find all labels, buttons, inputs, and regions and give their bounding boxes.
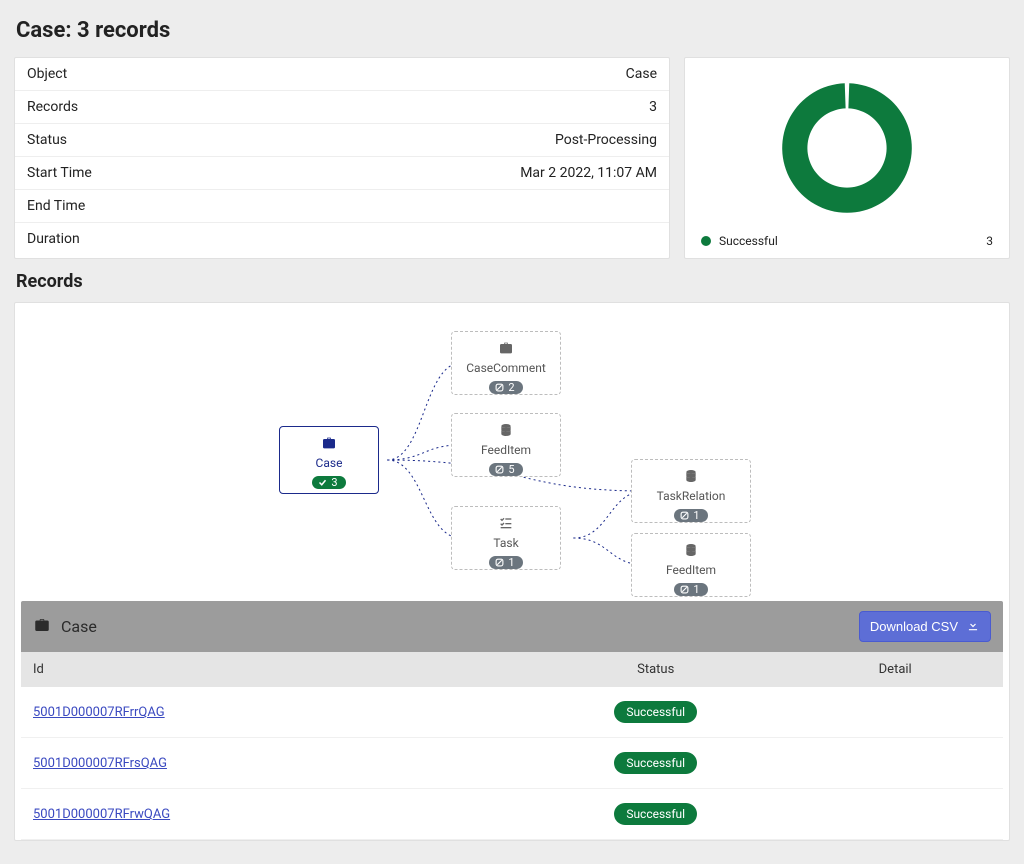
node-label: TaskRelation bbox=[657, 489, 726, 503]
info-value: Mar 2 2022, 11:07 AM bbox=[520, 165, 657, 181]
legend-label: Successful bbox=[719, 234, 778, 248]
table-row: 5001D000007RFrrQAG Successful bbox=[21, 687, 1003, 738]
node-label: Task bbox=[493, 536, 518, 550]
status-badge: Successful bbox=[614, 701, 697, 723]
graph-node-case[interactable]: Case 3 bbox=[279, 426, 379, 494]
info-label: Object bbox=[27, 66, 67, 82]
record-id-link[interactable]: 5001D000007RFrwQAG bbox=[33, 807, 170, 822]
table-header-bar: Case Download CSV bbox=[21, 601, 1003, 652]
info-value: 3 bbox=[649, 99, 657, 115]
chart-legend: Successful 3 bbox=[699, 228, 995, 250]
db-icon bbox=[683, 542, 699, 561]
download-csv-button[interactable]: Download CSV bbox=[859, 611, 991, 642]
records-section-title: Records bbox=[16, 271, 1010, 292]
status-badge: Successful bbox=[614, 803, 697, 825]
info-row: Status Post-Processing bbox=[15, 124, 669, 157]
node-badge: 3 bbox=[312, 476, 345, 489]
node-badge: 1 bbox=[674, 583, 707, 596]
graph-node-task[interactable]: Task 1 bbox=[451, 506, 561, 570]
table-title: Case bbox=[61, 617, 97, 636]
node-badge: 5 bbox=[489, 463, 522, 476]
db-icon bbox=[683, 468, 699, 487]
info-label: Start Time bbox=[27, 165, 92, 181]
info-label: End Time bbox=[27, 198, 85, 214]
graph-node-casecomment[interactable]: CaseComment 2 bbox=[451, 331, 561, 395]
tasklist-icon bbox=[498, 515, 514, 534]
node-label: Case bbox=[316, 456, 343, 470]
page-title: Case: 3 records bbox=[16, 18, 1010, 43]
node-label: CaseComment bbox=[466, 361, 546, 375]
record-id-link[interactable]: 5001D000007RFrsQAG bbox=[33, 756, 167, 771]
info-label: Records bbox=[27, 99, 78, 115]
graph-node-taskrelation[interactable]: TaskRelation 1 bbox=[631, 459, 751, 523]
table-row: 5001D000007RFrsQAG Successful bbox=[21, 738, 1003, 789]
legend-value: 3 bbox=[986, 234, 993, 248]
node-badge: 2 bbox=[489, 381, 522, 394]
summary-row: ObjectCaseRecords3StatusPost-ProcessingS… bbox=[14, 57, 1010, 259]
table-row: 5001D000007RFrwQAG Successful bbox=[21, 789, 1003, 840]
status-badge: Successful bbox=[614, 752, 697, 774]
briefcase-icon bbox=[498, 340, 514, 359]
node-label: FeedItem bbox=[666, 563, 716, 577]
info-row: Start Time Mar 2 2022, 11:07 AM bbox=[15, 157, 669, 190]
records-card: Case3CaseComment2FeedItem5Task1TaskRelat… bbox=[14, 302, 1010, 841]
download-icon bbox=[966, 618, 980, 635]
info-row: Duration bbox=[15, 223, 669, 255]
node-label: FeedItem bbox=[481, 443, 531, 457]
donut-chart bbox=[762, 68, 932, 228]
info-value: Case bbox=[626, 66, 657, 82]
node-badge: 1 bbox=[674, 509, 707, 522]
graph-node-feeditem1[interactable]: FeedItem 5 bbox=[451, 413, 561, 477]
col-header-status: Status bbox=[512, 662, 799, 677]
relationship-graph: Case3CaseComment2FeedItem5Task1TaskRelat… bbox=[21, 311, 1003, 591]
info-row: Object Case bbox=[15, 58, 669, 91]
legend-dot bbox=[701, 236, 711, 246]
col-header-detail: Detail bbox=[799, 662, 991, 677]
status-chart-card: Successful 3 bbox=[684, 57, 1010, 259]
info-card: ObjectCaseRecords3StatusPost-ProcessingS… bbox=[14, 57, 670, 259]
record-id-link[interactable]: 5001D000007RFrrQAG bbox=[33, 705, 165, 720]
info-row: Records 3 bbox=[15, 91, 669, 124]
graph-node-feeditem2[interactable]: FeedItem 1 bbox=[631, 533, 751, 597]
info-value: Post-Processing bbox=[555, 132, 657, 148]
table-column-headers: Id Status Detail bbox=[21, 652, 1003, 687]
info-label: Status bbox=[27, 132, 67, 148]
briefcase-icon bbox=[33, 616, 51, 638]
node-badge: 1 bbox=[489, 556, 522, 569]
col-header-id: Id bbox=[33, 662, 512, 677]
info-row: End Time bbox=[15, 190, 669, 223]
records-table-section: Case Download CSV Id Status Detail 5001D… bbox=[21, 601, 1003, 840]
db-icon bbox=[498, 422, 514, 441]
info-label: Duration bbox=[27, 231, 80, 247]
briefcase-icon bbox=[321, 435, 337, 454]
